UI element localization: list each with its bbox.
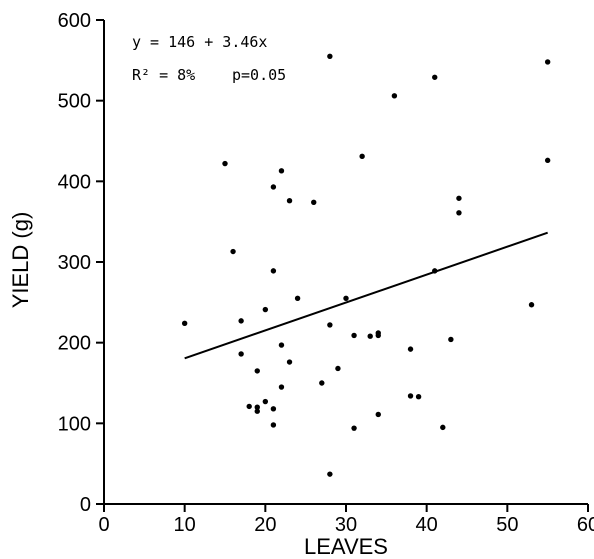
data-point (222, 160, 228, 167)
y-tick-label: 200 (58, 333, 91, 355)
data-point (270, 406, 277, 412)
r-squared-annotation: R² = 8% (132, 66, 195, 84)
x-tick-label: 30 (335, 514, 357, 536)
equation-annotation: y = 146 + 3.46x (132, 33, 267, 51)
data-point (359, 153, 365, 160)
data-point (262, 306, 269, 313)
data-point (270, 268, 277, 274)
data-point (286, 359, 293, 365)
data-point (254, 368, 260, 374)
x-tick-label: 50 (496, 514, 518, 536)
data-point (254, 408, 260, 414)
x-tick-label: 10 (174, 514, 196, 536)
data-points (181, 53, 551, 477)
p-value-annotation: p=0.05 (232, 66, 286, 84)
x-tick-label: 40 (416, 514, 438, 536)
x-tick-label: 20 (254, 514, 276, 536)
data-point (254, 404, 260, 410)
data-point (181, 320, 188, 327)
data-point (407, 346, 414, 352)
x-axis-title: LEAVES (304, 534, 388, 559)
data-point (230, 248, 236, 255)
data-point (327, 471, 333, 477)
data-point (367, 333, 373, 339)
data-point (456, 210, 462, 216)
data-point (375, 411, 381, 418)
data-point (448, 336, 454, 343)
data-point (407, 393, 414, 399)
data-point (375, 332, 381, 339)
data-point (351, 425, 357, 431)
data-point (327, 53, 333, 59)
data-point (319, 380, 325, 386)
data-point (238, 318, 244, 324)
x-tick-label: 0 (98, 514, 109, 536)
data-point (456, 195, 462, 201)
data-point (440, 424, 446, 431)
y-tick-label: 600 (58, 10, 91, 32)
data-point (544, 157, 551, 164)
data-point (528, 302, 535, 308)
y-axis-title: YIELD (g) (8, 212, 33, 309)
data-point (391, 93, 398, 99)
data-point (294, 295, 301, 301)
data-point (327, 322, 333, 328)
y-tick-label: 300 (58, 252, 91, 274)
data-point (262, 398, 269, 405)
data-point (415, 394, 422, 400)
data-point (238, 351, 244, 357)
data-point (278, 384, 285, 390)
axes (103, 20, 588, 505)
y-tick-label: 100 (58, 413, 91, 435)
data-point (432, 74, 438, 80)
data-point (351, 332, 357, 339)
y-tick-label: 400 (58, 171, 91, 193)
data-point (246, 403, 252, 410)
x-tick-label: 60 (577, 514, 594, 536)
data-point (278, 342, 285, 348)
y-tick-label: 0 (80, 494, 91, 516)
data-point (270, 184, 277, 190)
data-point (335, 365, 341, 372)
data-point (311, 199, 317, 206)
y-tick-label: 500 (58, 91, 91, 113)
data-point (270, 422, 277, 428)
regression-line (184, 231, 548, 360)
data-point (278, 168, 285, 174)
data-point (286, 197, 293, 204)
data-point (343, 295, 349, 301)
data-point (544, 59, 551, 65)
